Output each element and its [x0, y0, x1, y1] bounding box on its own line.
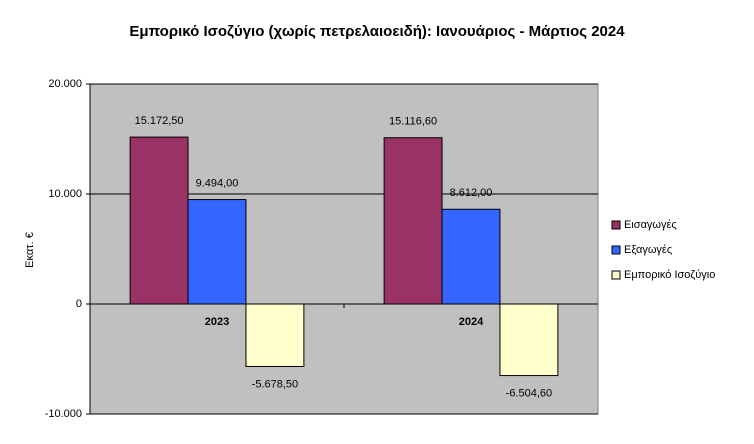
y-tick-label: 0	[76, 298, 82, 310]
legend-swatch	[611, 220, 621, 230]
legend-label: Εμπορικό Ισοζύγιο	[624, 269, 715, 281]
bar	[187, 199, 247, 305]
legend-label: Εξαγωγές	[624, 244, 672, 256]
x-tick-label: 2024	[459, 316, 484, 328]
y-tick-label: 20.000	[48, 78, 82, 90]
bar	[245, 303, 305, 367]
bar	[129, 136, 189, 305]
data-label: -6.504,60	[506, 387, 552, 399]
data-label: 15.172,50	[135, 115, 184, 127]
data-label: 8.612,00	[450, 187, 493, 199]
chart-title: Εμπορικό Ισοζύγιο (χωρίς πετρελαιοειδή):…	[129, 23, 625, 40]
y-tick-label: 10.000	[48, 188, 82, 200]
bar	[383, 137, 443, 305]
legend-swatch	[611, 270, 621, 280]
data-label: 15.116,60	[389, 116, 437, 128]
legend-label: Εισαγωγές	[624, 219, 677, 231]
data-label: -5.678,50	[252, 378, 298, 390]
legend-swatch	[611, 245, 621, 255]
y-tick-label: -10.000	[45, 408, 82, 420]
bar	[441, 208, 501, 305]
bar	[499, 303, 559, 377]
x-tick-label: 2023	[205, 316, 229, 328]
y-axis-label: Εκατ. €	[24, 232, 36, 268]
data-label: 9.494,00	[196, 177, 239, 189]
